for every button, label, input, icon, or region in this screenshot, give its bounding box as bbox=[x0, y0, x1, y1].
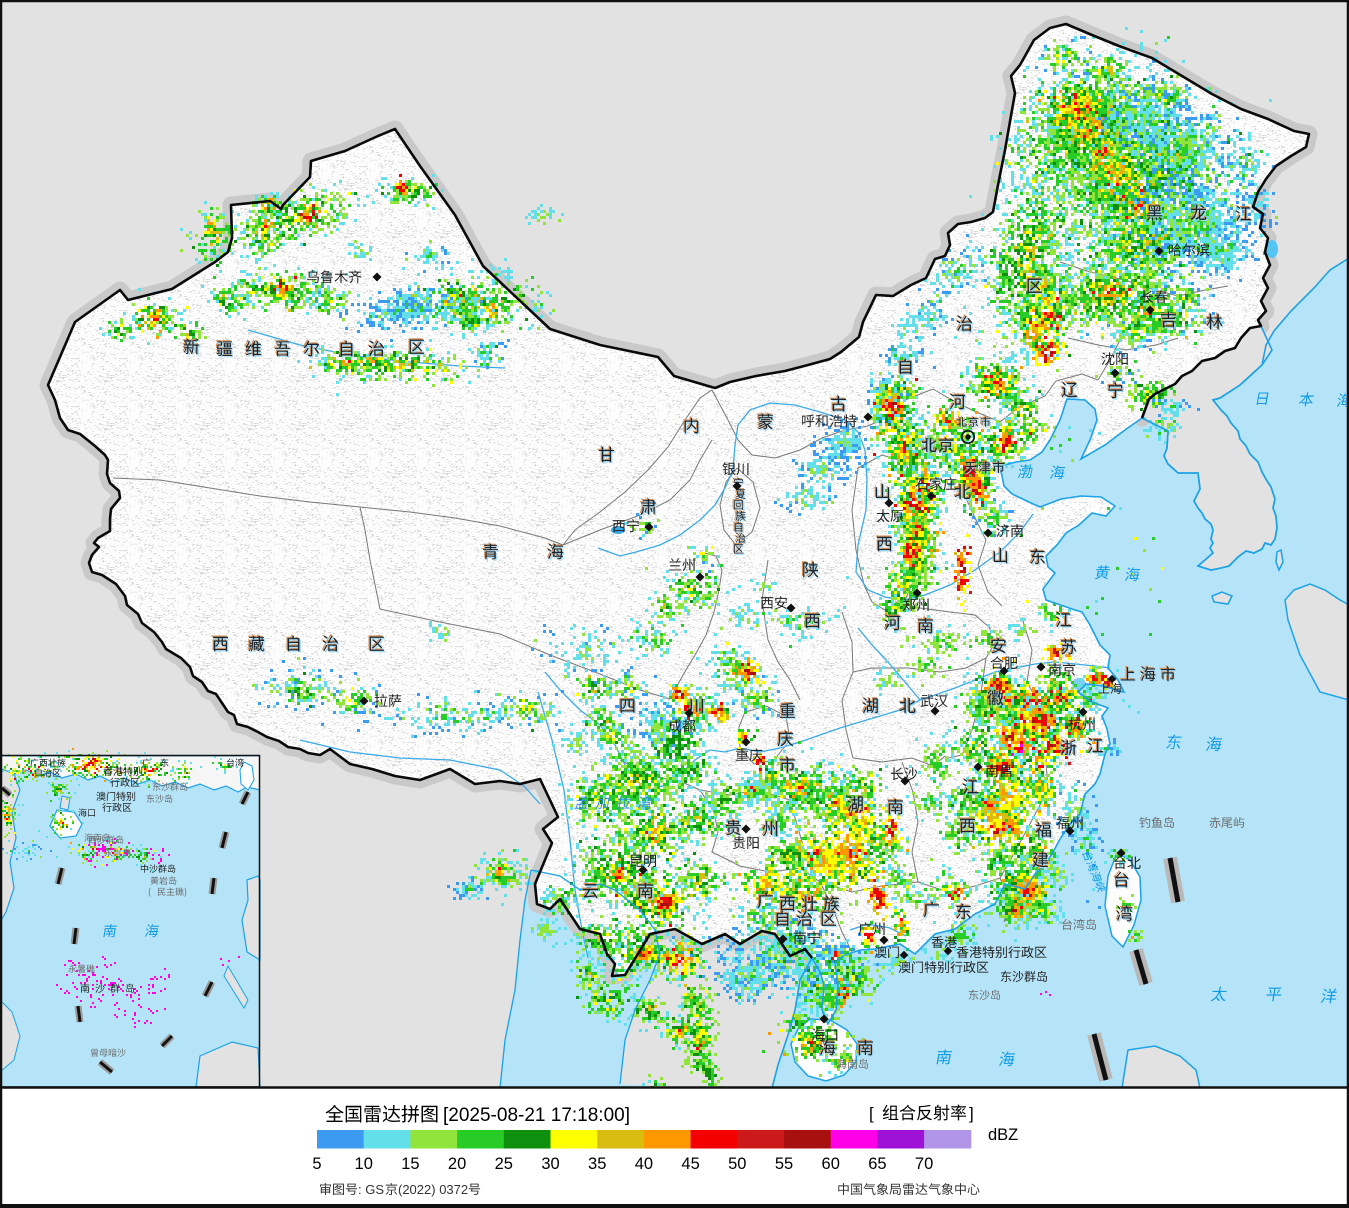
svg-text:20: 20 bbox=[448, 1155, 466, 1173]
svg-text:[: [ bbox=[869, 1104, 874, 1123]
svg-text:35: 35 bbox=[588, 1155, 606, 1173]
svg-text:65: 65 bbox=[868, 1155, 886, 1173]
svg-text:50: 50 bbox=[728, 1155, 746, 1173]
svg-text:: GS: : GS bbox=[358, 1182, 384, 1197]
svg-text:dBZ: dBZ bbox=[988, 1126, 1018, 1144]
svg-text:45: 45 bbox=[681, 1155, 699, 1173]
svg-text:5: 5 bbox=[312, 1155, 321, 1173]
svg-text:55: 55 bbox=[775, 1155, 793, 1173]
svg-text:(2022) 0372: (2022) 0372 bbox=[398, 1182, 468, 1197]
svg-text:15: 15 bbox=[401, 1155, 419, 1173]
svg-text:25: 25 bbox=[495, 1155, 513, 1173]
svg-text:40: 40 bbox=[635, 1155, 653, 1173]
svg-text:10: 10 bbox=[355, 1155, 373, 1173]
svg-text:]: ] bbox=[969, 1104, 974, 1123]
svg-text:70: 70 bbox=[915, 1155, 933, 1173]
svg-text:[2025-08-21 17:18:00]: [2025-08-21 17:18:00] bbox=[443, 1105, 630, 1126]
svg-text:60: 60 bbox=[822, 1155, 840, 1173]
svg-text:30: 30 bbox=[541, 1155, 559, 1173]
